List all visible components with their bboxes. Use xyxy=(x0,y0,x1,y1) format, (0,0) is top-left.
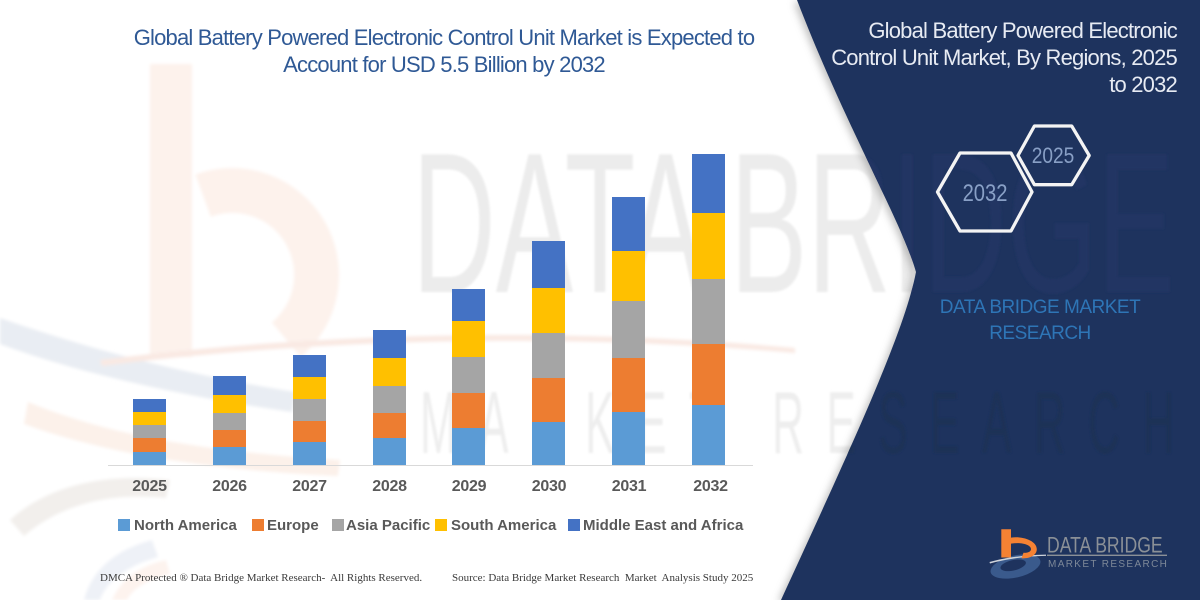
svg-text:2032: 2032 xyxy=(963,179,1008,206)
svg-text:2025: 2025 xyxy=(1032,144,1075,169)
svg-text:MARKET RESEARCH: MARKET RESEARCH xyxy=(420,373,1197,472)
svg-text:DATA BRIDGE: DATA BRIDGE xyxy=(1047,534,1163,558)
svg-text:MARKET RESEARCH: MARKET RESEARCH xyxy=(1048,559,1168,570)
